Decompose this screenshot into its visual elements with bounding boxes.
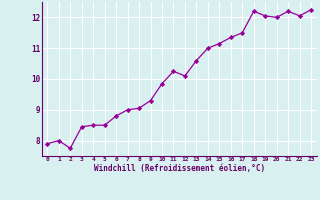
- X-axis label: Windchill (Refroidissement éolien,°C): Windchill (Refroidissement éolien,°C): [94, 164, 265, 173]
